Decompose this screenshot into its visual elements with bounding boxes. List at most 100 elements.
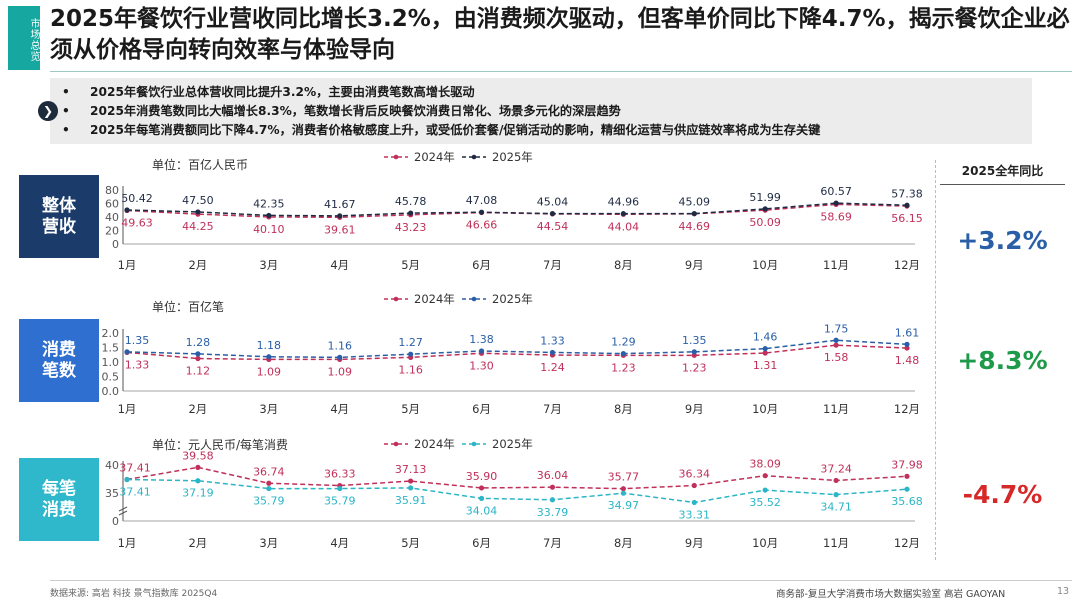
y-tick-label: 80 <box>105 184 119 197</box>
data-point <box>691 482 697 489</box>
series-line-2025年 <box>126 478 908 504</box>
x-tick-label: 6月 <box>472 258 491 272</box>
data-label: 37.41 <box>119 486 151 499</box>
series-line-2025年 <box>126 202 908 217</box>
data-label: 37.98 <box>891 458 923 471</box>
data-point <box>195 209 201 215</box>
x-tick-label: 6月 <box>472 536 491 550</box>
data-label: 1.24 <box>540 361 565 374</box>
x-tick-label: 12月 <box>894 402 920 416</box>
page-number: 13 <box>1057 586 1070 597</box>
data-label: 56.15 <box>891 212 923 225</box>
data-label: 1.09 <box>327 365 352 378</box>
legend-marker <box>393 154 399 160</box>
data-label: 44.25 <box>182 220 214 233</box>
yoy-header-rule <box>940 184 1065 185</box>
data-point <box>620 490 626 496</box>
data-label: 35.79 <box>253 495 285 508</box>
y-tick-label: 1.5 <box>102 342 120 355</box>
data-point <box>620 486 626 492</box>
row-label-revenue: 整体 营收 <box>19 175 99 258</box>
data-label: 45.04 <box>537 196 569 209</box>
data-label: 35.91 <box>395 494 427 507</box>
data-point <box>762 350 768 356</box>
y-tick-label: 2.0 <box>102 327 120 340</box>
column-divider <box>935 160 936 560</box>
page-title: 2025年餐饮行业营收同比增长3.2%，由消费频次驱动，但客单价同比下降4.7%… <box>50 6 1070 63</box>
data-label: 58.69 <box>820 210 852 223</box>
row-label-line2: 营收 <box>42 216 76 237</box>
y-tick-label: 40 <box>105 211 119 224</box>
data-point <box>124 207 130 213</box>
data-label: 1.58 <box>824 351 849 364</box>
data-point <box>833 342 839 348</box>
series-line-2024年 <box>126 466 908 490</box>
data-label: 1.09 <box>257 365 282 378</box>
data-point <box>762 473 768 479</box>
x-tick-label: 4月 <box>330 536 349 550</box>
row-label-line2: 消费 <box>42 499 76 520</box>
data-label: 1.46 <box>753 331 778 344</box>
data-label: 50.42 <box>121 192 153 205</box>
data-label: 34.71 <box>820 501 852 514</box>
x-tick-label: 7月 <box>543 536 562 550</box>
yoy-ticket: -4.7% <box>962 480 1043 509</box>
x-tick-label: 8月 <box>614 402 633 416</box>
data-label: 1.16 <box>327 339 352 352</box>
data-point <box>266 485 272 492</box>
data-label: 51.99 <box>749 191 781 204</box>
data-point <box>337 354 343 360</box>
series-line-2024年 <box>126 344 908 361</box>
data-point <box>195 478 201 484</box>
x-tick-label: 12月 <box>894 536 920 550</box>
data-label: 35.90 <box>466 470 498 483</box>
chevron-right-icon: ❯ <box>38 101 58 121</box>
data-point <box>904 202 910 208</box>
data-point <box>408 351 414 357</box>
data-label: 1.29 <box>611 336 636 349</box>
data-label: 37.24 <box>820 462 852 475</box>
section-tab[interactable]: 市场总览 <box>8 6 40 70</box>
summary-bullet-2: 2025年消费笔数同比大幅增长8.3%，笔数增长背后反映餐饮消费日常化、场景多元… <box>62 102 1032 121</box>
footer-source: 数据来源: 高岩 科技 景气指数库 2025Q4 <box>50 589 218 599</box>
legend-marker <box>471 441 477 447</box>
chart-unit-label: 单位：元人民币/每笔消费 <box>152 437 288 452</box>
legend-marker <box>393 296 399 302</box>
x-tick-label: 5月 <box>401 536 420 550</box>
data-label: 1.23 <box>611 361 636 374</box>
legend-label: 2025年 <box>492 437 533 451</box>
footer-credit: 商务部-复旦大学消费市场大数据实验室 高岩 GAOYAN <box>776 589 1006 600</box>
data-label: 43.23 <box>395 221 427 234</box>
data-point <box>195 355 201 362</box>
row-label-ticket: 每笔 消费 <box>19 458 99 541</box>
data-point <box>124 476 130 483</box>
x-tick-label: 9月 <box>685 536 704 550</box>
x-tick-label: 1月 <box>118 536 137 550</box>
yoy-header: 2025全年同比 <box>961 164 1044 178</box>
x-tick-label: 10月 <box>752 402 778 416</box>
y-tick-label: 35 <box>105 487 119 500</box>
data-label: 1.12 <box>186 365 211 378</box>
data-label: 36.33 <box>324 468 356 481</box>
legend-label: 2025年 <box>492 150 533 164</box>
y-tick-label: 40 <box>105 459 119 472</box>
data-point <box>266 212 272 219</box>
data-label: 1.35 <box>682 334 707 347</box>
data-label: 57.38 <box>891 187 923 200</box>
x-tick-label: 10月 <box>752 536 778 550</box>
data-label: 1.27 <box>398 336 423 349</box>
data-label: 47.08 <box>466 194 498 207</box>
y-tick-label: 0.5 <box>102 371 120 384</box>
data-label: 1.16 <box>398 363 423 376</box>
data-point <box>337 485 343 492</box>
data-label: 33.31 <box>679 508 711 521</box>
axis-break-mark <box>118 506 128 516</box>
x-tick-label: 8月 <box>614 258 633 272</box>
data-label: 45.09 <box>679 196 711 209</box>
x-tick-label: 6月 <box>472 402 491 416</box>
x-tick-label: 3月 <box>259 536 278 550</box>
data-label: 1.33 <box>540 334 565 347</box>
summary-bullet-1: 2025年餐饮行业总体营收同比提升3.2%，主要由消费笔数高增长驱动 <box>62 83 1032 102</box>
data-point <box>124 349 130 355</box>
x-tick-label: 11月 <box>823 536 849 550</box>
